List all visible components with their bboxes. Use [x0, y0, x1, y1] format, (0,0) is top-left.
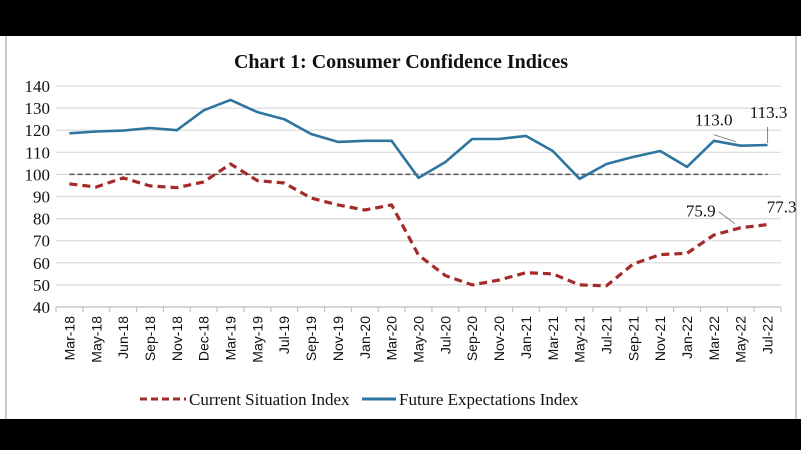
- annotation-leader-line: [718, 211, 736, 225]
- x-tick-label: Jul-22: [760, 316, 776, 354]
- y-tick-label: 60: [33, 254, 50, 273]
- x-tick-label: May-22: [733, 316, 749, 363]
- x-tick-label: Nov-19: [330, 316, 346, 361]
- x-tick-label: Mar-19: [223, 316, 239, 361]
- y-tick-label: 90: [33, 188, 50, 207]
- x-tick-label: Mar-20: [384, 316, 400, 361]
- data-label: 75.9: [686, 202, 716, 221]
- x-tick-label: Sep-19: [303, 316, 319, 361]
- y-tick-label: 80: [33, 210, 50, 229]
- annotation-leader-line: [713, 134, 736, 143]
- chart-panel: [0, 36, 801, 419]
- y-tick-label: 100: [25, 165, 51, 184]
- x-tick-label: Jun-18: [115, 316, 131, 359]
- data-label: 113.3: [750, 103, 788, 122]
- x-tick-label: May-21: [572, 316, 588, 363]
- y-axis-ticks: 40 50 60 70 80 90 100 110 120 130 140: [25, 77, 51, 317]
- data-label: 77.3: [767, 198, 797, 217]
- gridlines: [56, 85, 781, 286]
- y-tick-label: 140: [25, 77, 51, 96]
- y-tick-label: 70: [33, 232, 50, 251]
- x-tick-label: May-18: [88, 316, 104, 363]
- x-tick-label: Nov-20: [491, 316, 507, 361]
- data-label: 113.0: [695, 111, 733, 130]
- x-tick-label: Mar-21: [545, 316, 561, 361]
- x-tick-label: Jan-22: [679, 316, 695, 359]
- x-tick-label: Sep-20: [464, 316, 480, 361]
- series-group: [69, 98, 768, 288]
- x-tick-label: Nov-18: [169, 316, 185, 361]
- legend-label-current-situation: Current Situation Index: [189, 390, 350, 409]
- y-tick-label: 120: [25, 121, 51, 140]
- x-axis: Mar-18 May-18 Jun-18 Sep-18 Nov-18 Dec-18 Mar-…: [55, 306, 782, 363]
- series-line-current-situation-index: [69, 162, 768, 288]
- y-tick-label: 110: [25, 143, 50, 162]
- x-tick-label: Dec-18: [196, 316, 212, 361]
- x-tick-label: Sep-18: [142, 316, 158, 361]
- panel-border-right: [795, 36, 797, 419]
- legend: Current Situation Index Future Expectati…: [140, 390, 579, 409]
- series-line-future-expectations-index: [69, 98, 768, 181]
- annotations: 113.0 113.3 75.9 77.3: [686, 103, 797, 225]
- x-tick-label: Mar-18: [61, 316, 77, 361]
- chart-title: Chart 1: Consumer Confidence Indices: [234, 51, 568, 73]
- x-tick-label: Jan-21: [518, 316, 534, 359]
- x-tick-label: Nov-21: [652, 316, 668, 361]
- x-tick-label: May-19: [249, 316, 265, 363]
- y-tick-label: 50: [33, 276, 50, 295]
- panel-border-left: [5, 36, 7, 419]
- y-tick-label: 130: [25, 99, 51, 118]
- x-tick-label: Sep-21: [625, 316, 641, 361]
- x-tick-label: Jul-21: [598, 316, 614, 354]
- x-tick-label: May-20: [411, 316, 427, 363]
- y-tick-label: 40: [33, 298, 50, 317]
- x-tick-label: Jul-20: [437, 316, 453, 354]
- x-tick-label: Jan-20: [357, 316, 373, 359]
- x-tick-label: Mar-22: [706, 316, 722, 361]
- x-tick-label: Jul-19: [276, 316, 292, 354]
- legend-label-future-expectations: Future Expectations Index: [399, 390, 579, 409]
